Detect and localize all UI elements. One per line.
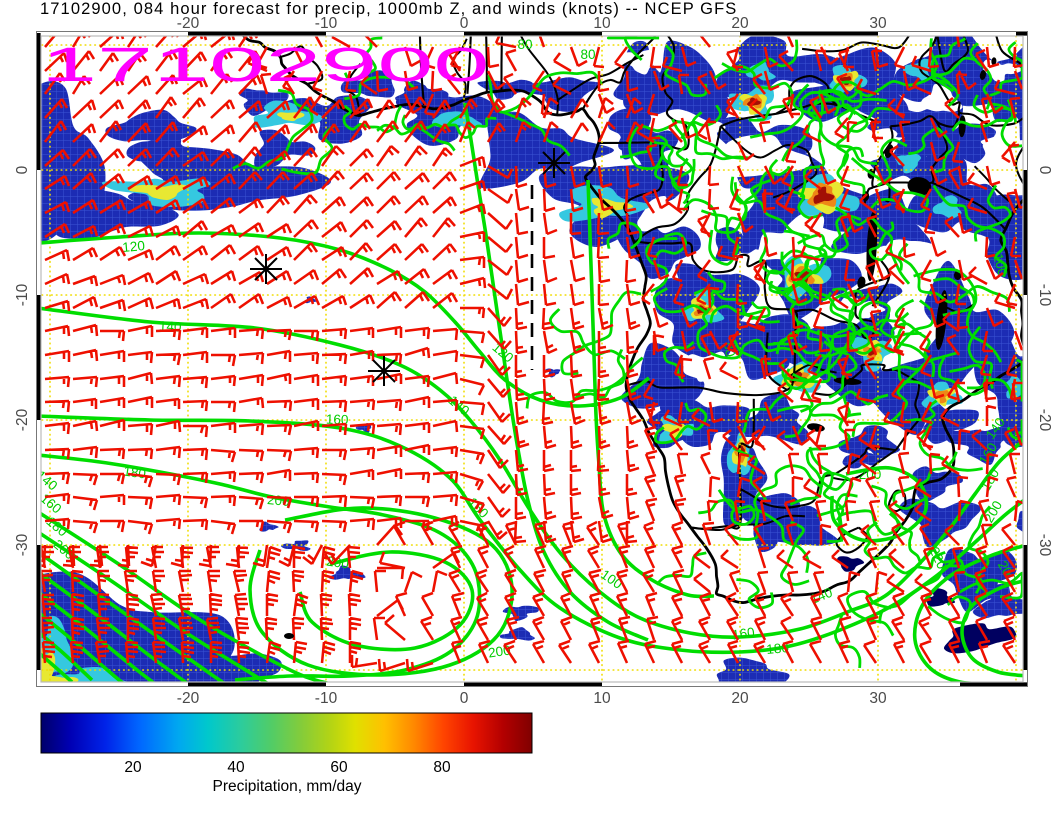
svg-text:Precipitation, mm/day: Precipitation, mm/day — [212, 778, 361, 795]
svg-text:0: 0 — [460, 690, 469, 707]
svg-text:-20: -20 — [177, 15, 200, 32]
svg-text:20: 20 — [731, 690, 749, 707]
svg-text:17102900, 084 hour forecast fo: 17102900, 084 hour forecast for precip, … — [40, 0, 737, 18]
svg-text:80: 80 — [580, 47, 595, 62]
svg-text:-20: -20 — [14, 408, 31, 431]
svg-text:20: 20 — [124, 759, 142, 776]
svg-text:20: 20 — [731, 15, 749, 32]
svg-text:-30: -30 — [1036, 534, 1053, 557]
svg-text:-30: -30 — [14, 533, 31, 556]
svg-text:100: 100 — [990, 252, 1010, 278]
svg-text:200: 200 — [267, 492, 291, 509]
svg-text:-20: -20 — [177, 690, 200, 707]
svg-text:10: 10 — [593, 690, 611, 707]
svg-text:0: 0 — [460, 15, 469, 32]
svg-text:200: 200 — [859, 467, 882, 482]
svg-text:-10: -10 — [315, 690, 338, 707]
svg-text:17102900: 17102900 — [41, 38, 489, 92]
svg-text:-10: -10 — [315, 15, 338, 32]
svg-text:0: 0 — [1036, 166, 1053, 175]
svg-text:80: 80 — [433, 759, 451, 776]
svg-text:-20: -20 — [1036, 409, 1053, 432]
svg-text:30: 30 — [869, 15, 887, 32]
svg-text:180: 180 — [122, 464, 146, 482]
svg-text:140: 140 — [159, 318, 182, 334]
svg-text:10: 10 — [593, 15, 611, 32]
svg-text:60: 60 — [330, 759, 348, 776]
svg-text:0: 0 — [14, 165, 31, 174]
svg-text:-10: -10 — [14, 283, 31, 306]
svg-text:30: 30 — [869, 690, 887, 707]
svg-text:200: 200 — [325, 554, 349, 572]
svg-text:120: 120 — [122, 238, 146, 255]
svg-text:40: 40 — [227, 759, 245, 776]
svg-text:-10: -10 — [1036, 284, 1053, 307]
svg-text:80: 80 — [517, 37, 532, 52]
